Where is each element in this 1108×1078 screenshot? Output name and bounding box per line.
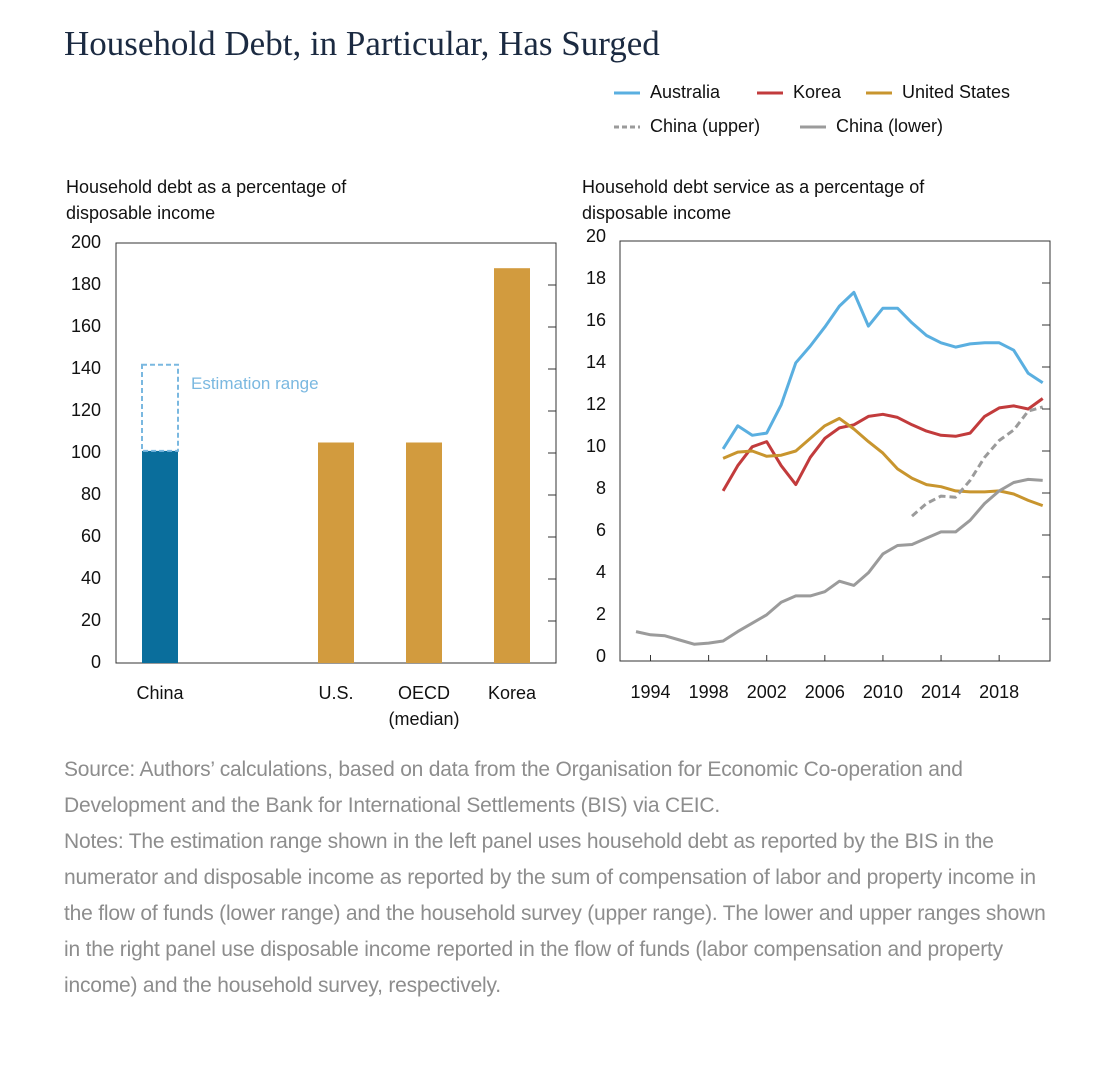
x-tick-label: 2018 — [979, 682, 1019, 702]
line-series — [721, 290, 1044, 450]
y-tick-label: 80 — [81, 484, 101, 504]
y-tick-label: 100 — [71, 442, 101, 462]
legend-label: United States — [902, 82, 1010, 102]
y-tick-label: 160 — [71, 316, 101, 336]
x-tick-label: 1998 — [689, 682, 729, 702]
y-tick-label: 200 — [71, 232, 101, 252]
x-tick-label: 2002 — [747, 682, 787, 702]
line-series — [721, 397, 1044, 492]
y-tick-label: 14 — [586, 352, 606, 372]
y-tick-label: 140 — [71, 358, 101, 378]
notes: Notes: The estimation range shown in the… — [64, 830, 1046, 997]
y-tick-label: 20 — [586, 226, 606, 246]
y-tick-label: 16 — [586, 310, 606, 330]
y-tick-label: 4 — [596, 562, 606, 582]
x-tick-label: 2010 — [863, 682, 903, 702]
x-tick-label: 1994 — [630, 682, 670, 702]
bar — [406, 442, 442, 663]
line-series — [635, 477, 1043, 646]
x-tick-label: U.S. — [318, 683, 354, 703]
axis-title: Household debt service as a percentage o… — [582, 177, 925, 223]
y-tick-label: 120 — [71, 400, 101, 420]
legend-label: Korea — [793, 82, 842, 102]
annotation: Estimation range — [191, 373, 319, 393]
y-tick-label: 2 — [596, 604, 606, 624]
source-note: Source: Authors’ calculations, based on … — [64, 758, 963, 817]
y-tick-label: 6 — [596, 520, 606, 540]
estimation-range — [141, 363, 179, 452]
y-tick-label: 20 — [81, 610, 101, 630]
y-tick-label: 8 — [596, 478, 606, 498]
y-tick-label: 0 — [596, 646, 606, 666]
legend-label: China (lower) — [836, 116, 943, 136]
bar — [318, 442, 354, 663]
y-tick-label: 10 — [586, 436, 606, 456]
y-tick-label: 12 — [586, 394, 606, 414]
x-tick-label: 2006 — [805, 682, 845, 702]
legend-label: Australia — [650, 82, 721, 102]
x-tick-label: OECD (median) — [388, 683, 460, 729]
y-tick-label: 18 — [586, 268, 606, 288]
x-tick-label: Korea — [487, 683, 537, 703]
y-tick-label: 0 — [91, 652, 101, 672]
line-series — [722, 416, 1044, 508]
x-tick-label: China — [136, 683, 184, 703]
bar — [494, 268, 530, 663]
bar — [142, 450, 178, 663]
y-tick-label: 40 — [81, 568, 101, 588]
y-tick-label: 180 — [71, 274, 101, 294]
axis-title: Household debt as a percentage of dispos… — [66, 177, 347, 223]
plot-frame — [619, 240, 1051, 662]
y-tick-label: 60 — [81, 526, 101, 546]
x-tick-label: 2014 — [921, 682, 961, 702]
legend-label: China (upper) — [650, 116, 760, 136]
line-series — [911, 405, 1044, 518]
page-title: Household Debt, in Particular, Has Surge… — [64, 24, 660, 63]
